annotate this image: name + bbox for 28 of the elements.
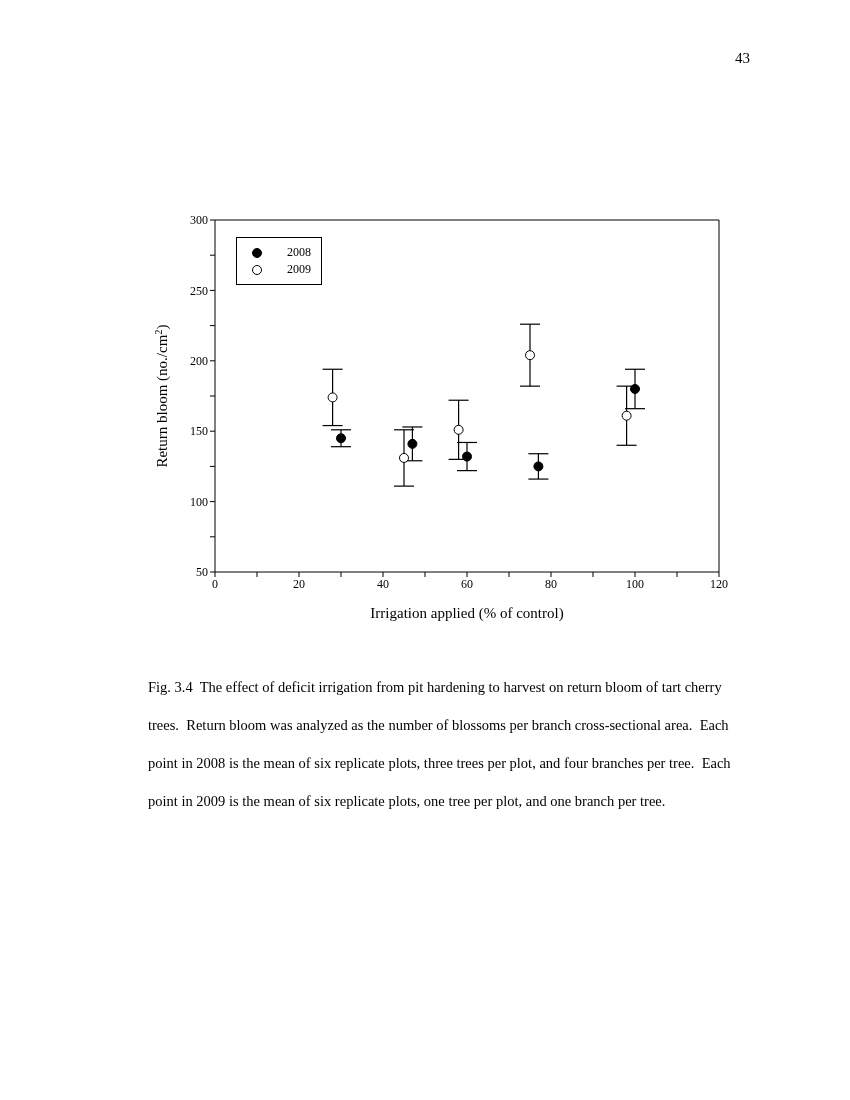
x-tick-label: 60 [461,576,473,591]
point [533,461,544,472]
x-tick-label: 20 [293,576,305,591]
x-tick-label: 80 [545,576,557,591]
point [336,433,346,444]
point [525,350,535,361]
x-axis-title: Irrigation applied (% of control) [370,605,564,622]
y-tick-label: 200 [190,354,208,369]
point [462,451,472,462]
text: 43 [734,50,750,67]
point [327,392,338,403]
x-tick-label: 100 [626,576,644,591]
legend-label: 2009 [287,262,311,277]
point [399,452,409,463]
y-tick-label: 100 [190,494,208,509]
x-tick-label: 40 [377,576,389,591]
x-tick-label: 120 [710,576,728,591]
legend-label: 2008 [287,245,311,260]
y-tick-label: 150 [190,424,208,439]
y-tick-label: 250 [190,283,208,298]
y-tick-label: 300 [190,213,208,228]
x-tick-label: 0 [212,576,218,591]
point [407,438,418,449]
point [621,410,632,421]
point [453,424,464,435]
y-tick-label: 50 [196,565,208,580]
text: Fig. 3.4 The effect of deficit irrigation from pit hardening to harvest on return bloom of tart cherry trees. Return bloom was analyzed as the number of blossoms per branch cross-sectional area. Each point in 2008 is the mean of six replicate plots, three trees per plot, and four branches per tree. Each point in 2009 is the mean of six replicate plots, one tree per plot, and one branch per tree. [148,679,731,809]
point [630,383,640,394]
